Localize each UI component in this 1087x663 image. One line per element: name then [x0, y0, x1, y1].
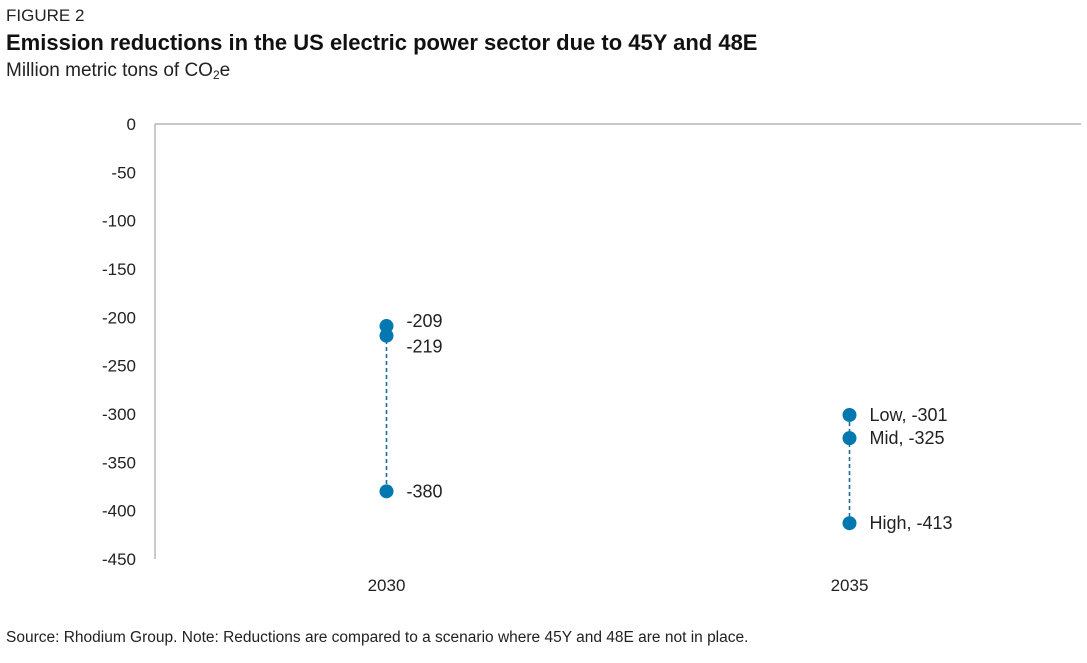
x-axis-ticks: 2030 2035 [368, 576, 869, 595]
y-axis-ticks: 0 -50 -100 -150 -200 -250 -300 -350 -400 -450 [102, 115, 136, 569]
x-tick-label: 2030 [368, 576, 406, 595]
y-tick-label: -450 [102, 550, 136, 569]
y-tick-label: -300 [102, 405, 136, 424]
y-tick-label: -200 [102, 308, 136, 327]
data-label: Mid, -325 [870, 428, 945, 448]
figure-label: FIGURE 2 [6, 6, 85, 25]
data-label: -380 [407, 481, 443, 501]
data-label: -209 [407, 311, 443, 331]
data-labels: -209 -219 -380 Low, -301 Mid, -325 High, -413 [407, 311, 953, 533]
y-tick-label: 0 [127, 115, 136, 134]
source-note: Source: Rhodium Group. Note: Reductions … [6, 629, 749, 646]
y-tick-label: -150 [102, 260, 136, 279]
y-tick-label: -350 [102, 453, 136, 472]
data-point [379, 484, 394, 499]
data-label: -219 [407, 337, 443, 357]
y-tick-label: -400 [102, 502, 136, 521]
chart-subtitle: Million metric tons of CO2e [6, 60, 230, 82]
data-points [379, 319, 857, 531]
subtitle-subscript: 2 [212, 68, 220, 82]
data-point [842, 431, 857, 446]
subtitle-prefix: Million metric tons of CO [6, 60, 213, 81]
data-label: High, -413 [870, 513, 953, 533]
y-tick-label: -250 [102, 357, 136, 376]
range-connectors [385, 326, 851, 524]
x-tick-label: 2035 [831, 576, 869, 595]
y-tick-label: -100 [102, 212, 136, 231]
chart-title: Emission reductions in the US electric p… [6, 30, 758, 55]
y-tick-label: -50 [111, 163, 136, 182]
data-point [379, 319, 394, 334]
chart-axes [154, 123, 1081, 559]
data-point [842, 516, 857, 531]
subtitle-suffix: e [219, 60, 231, 81]
data-label: Low, -301 [870, 405, 948, 425]
data-point [379, 328, 394, 343]
data-point [842, 407, 857, 422]
